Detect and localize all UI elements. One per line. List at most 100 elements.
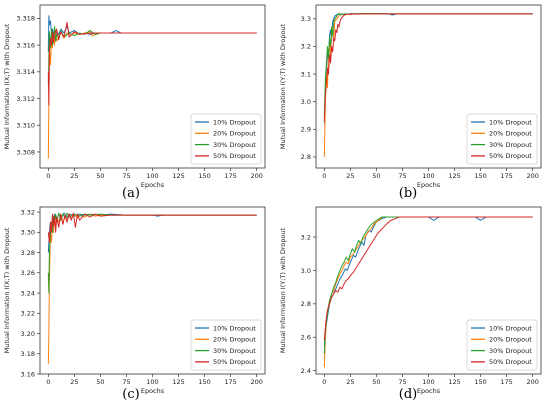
series-line-3 bbox=[47, 25, 257, 86]
x-tick-label: 0 bbox=[322, 172, 326, 180]
y-tick-label: 3.314 bbox=[16, 68, 35, 76]
x-axis-label: Epochs bbox=[417, 387, 441, 395]
x-tick-label: 125 bbox=[448, 172, 460, 180]
x-tick-label: 175 bbox=[224, 378, 236, 386]
legend-entry-3: 30% Dropout bbox=[213, 347, 256, 355]
y-axis-label: Mutual Information I(X;T) with Dropout bbox=[3, 227, 11, 353]
y-tick-label: 3.28 bbox=[21, 249, 35, 257]
x-tick-label: 25 bbox=[346, 378, 354, 386]
legend-entry-4: 50% Dropout bbox=[213, 358, 256, 366]
y-tick-label: 3.22 bbox=[21, 310, 35, 318]
panel-label: (b) bbox=[399, 186, 417, 201]
legend-entry-1: 10% Dropout bbox=[213, 118, 256, 126]
panel-label: (d) bbox=[399, 387, 417, 402]
legend-entry-3: 30% Dropout bbox=[213, 141, 256, 149]
x-tick-label: 200 bbox=[250, 378, 262, 386]
legend-entry-1: 10% Dropout bbox=[489, 118, 532, 126]
x-tick-label: 150 bbox=[198, 378, 210, 386]
x-tick-label: 175 bbox=[500, 172, 512, 180]
x-tick-label: 50 bbox=[96, 378, 104, 386]
x-tick-label: 175 bbox=[224, 172, 236, 180]
panel-label: (a) bbox=[122, 186, 140, 201]
x-tick-label: 0 bbox=[46, 378, 50, 386]
y-tick-label: 3.318 bbox=[16, 15, 35, 23]
x-tick-label: 150 bbox=[474, 378, 486, 386]
legend-entry-3: 30% Dropout bbox=[489, 141, 532, 149]
y-axis-label: Mutual Information I(Y;T) with Dropout bbox=[279, 227, 287, 353]
x-tick-label: 200 bbox=[526, 172, 538, 180]
panel-label: (c) bbox=[122, 387, 139, 402]
x-tick-label: 200 bbox=[526, 378, 538, 386]
y-tick-label: 3.20 bbox=[21, 330, 35, 338]
x-tick-label: 75 bbox=[398, 172, 406, 180]
legend-box bbox=[466, 113, 538, 165]
x-axis-label: Epochs bbox=[141, 181, 165, 189]
y-tick-label: 3.26 bbox=[21, 269, 35, 277]
y-tick-label: 2.8 bbox=[301, 153, 311, 161]
legend-entry-4: 50% Dropout bbox=[213, 152, 256, 160]
chart-panel-1: 0 25 50 75 100 125 150 175 200 3.308 3.310 3.312 3.3… bbox=[3, 4, 266, 201]
y-tick-label: 3.312 bbox=[16, 95, 35, 103]
legend: 10% Dropout 20% Dropout 30% Dropout 50% Dro… bbox=[190, 319, 262, 371]
chart-panel-2: 0 25 50 75 100 125 150 175 200 2.8 2.9 3.0 3.1 3.2 3.3… bbox=[279, 4, 542, 201]
y-tick-label: 3.32 bbox=[21, 208, 35, 216]
x-axis-label: Epochs bbox=[417, 181, 441, 189]
x-tick-label: 100 bbox=[146, 378, 158, 386]
legend-entry-2: 20% Dropout bbox=[489, 130, 532, 138]
y-tick-label: 3.316 bbox=[16, 41, 35, 49]
x-tick-label: 0 bbox=[322, 378, 326, 386]
y-tick-label: 3.24 bbox=[21, 289, 35, 297]
series-line-3 bbox=[47, 212, 257, 294]
y-tick-label: 3.30 bbox=[21, 229, 35, 237]
y-tick-label: 3.0 bbox=[301, 98, 311, 106]
y-tick-label: 3.310 bbox=[16, 122, 35, 130]
x-tick-label: 0 bbox=[46, 172, 50, 180]
series-line-4 bbox=[47, 21, 257, 106]
legend: 10% Dropout 20% Dropout 30% Dropout 50% Dro… bbox=[466, 319, 538, 371]
x-tick-label: 100 bbox=[146, 172, 158, 180]
chart-panel-3: 0 25 50 75 100 125 150 175 200 3.16 3.18 3.20 3.22 3.… bbox=[3, 206, 266, 402]
x-axis-label: Epochs bbox=[141, 387, 165, 395]
y-tick-label: 2.8 bbox=[301, 300, 311, 308]
x-tick-label: 100 bbox=[422, 378, 434, 386]
legend-box bbox=[466, 319, 538, 371]
y-tick-label: 3.2 bbox=[301, 233, 311, 241]
legend-entry-2: 20% Dropout bbox=[213, 130, 256, 138]
legend-entry-4: 50% Dropout bbox=[489, 358, 532, 366]
y-axis-label: Mutual Information I(X;T) with Dropout bbox=[3, 23, 11, 149]
x-tick-label: 75 bbox=[122, 378, 130, 386]
y-tick-label: 2.4 bbox=[301, 367, 311, 375]
x-tick-label: 75 bbox=[122, 172, 130, 180]
series-line-4 bbox=[47, 212, 257, 243]
y-tick-label: 3.0 bbox=[301, 267, 311, 275]
legend-entry-1: 10% Dropout bbox=[213, 324, 256, 332]
x-tick-label: 150 bbox=[474, 172, 486, 180]
legend-entry-3: 30% Dropout bbox=[489, 347, 532, 355]
x-tick-label: 25 bbox=[346, 172, 354, 180]
legend-entry-2: 20% Dropout bbox=[489, 336, 532, 344]
y-tick-label: 3.2 bbox=[301, 43, 311, 51]
series-line-4 bbox=[323, 13, 533, 122]
legend-box bbox=[190, 113, 262, 165]
legend: 10% Dropout 20% Dropout 30% Dropout 50% Dro… bbox=[466, 113, 538, 165]
x-tick-label: 100 bbox=[422, 172, 434, 180]
x-tick-label: 125 bbox=[172, 172, 184, 180]
y-axis-label: Mutual Information I(Y;T) with Dropout bbox=[279, 23, 287, 149]
y-tick-label: 3.3 bbox=[301, 15, 311, 23]
y-tick-label: 3.18 bbox=[21, 350, 35, 358]
y-tick-label: 3.1 bbox=[301, 70, 311, 78]
x-tick-label: 50 bbox=[372, 172, 380, 180]
x-tick-label: 25 bbox=[70, 172, 78, 180]
x-tick-label: 125 bbox=[172, 378, 184, 386]
x-tick-label: 75 bbox=[398, 378, 406, 386]
legend: 10% Dropout 20% Dropout 30% Dropout 50% Dro… bbox=[190, 113, 262, 165]
legend-entry-1: 10% Dropout bbox=[489, 324, 532, 332]
legend-box bbox=[190, 319, 262, 371]
x-tick-label: 50 bbox=[372, 378, 380, 386]
legend-entry-2: 20% Dropout bbox=[213, 336, 256, 344]
x-tick-label: 50 bbox=[96, 172, 104, 180]
x-tick-label: 125 bbox=[448, 378, 460, 386]
series-line-4 bbox=[323, 216, 533, 341]
y-tick-label: 2.6 bbox=[301, 334, 311, 342]
